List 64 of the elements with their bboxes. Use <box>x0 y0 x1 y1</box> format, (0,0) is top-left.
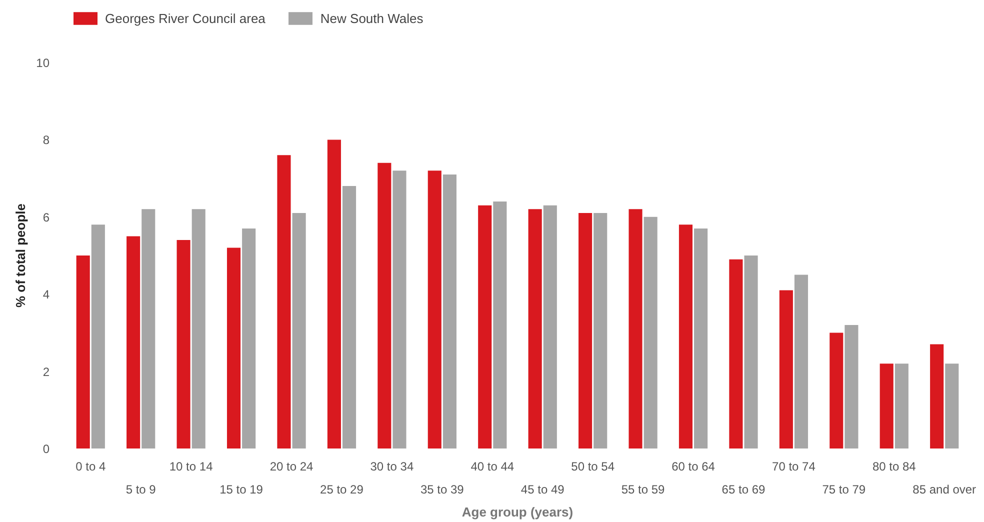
bar <box>844 324 858 448</box>
x-tick-label: 20 to 24 <box>270 460 314 474</box>
bar <box>342 186 356 448</box>
bar <box>76 256 90 448</box>
x-tick-label: 55 to 59 <box>621 482 666 496</box>
bar <box>830 332 844 448</box>
x-tick-label: 50 to 54 <box>571 460 615 474</box>
bar <box>392 170 406 448</box>
y-tick-label: 10 <box>36 56 50 70</box>
x-tick-label: 40 to 44 <box>470 460 514 474</box>
bar <box>694 228 708 448</box>
x-tick-label: 30 to 34 <box>370 460 414 474</box>
x-tick-label: 75 to 79 <box>822 482 866 496</box>
bar <box>277 155 291 448</box>
bar <box>543 205 557 448</box>
bar <box>594 213 608 448</box>
bar <box>478 205 492 448</box>
x-tick-label: 10 to 14 <box>169 460 214 474</box>
y-tick-label: 4 <box>42 288 50 302</box>
x-tick-label: 5 to 9 <box>126 482 156 496</box>
bar <box>880 364 894 448</box>
bar <box>428 170 442 448</box>
bar <box>779 290 793 448</box>
bar <box>578 213 592 448</box>
x-tick-label: 65 to 69 <box>722 482 766 496</box>
bar <box>945 364 959 448</box>
bar <box>644 216 658 448</box>
x-tick-label: 35 to 39 <box>420 482 464 496</box>
bar <box>242 228 256 448</box>
legend-label: New South Wales <box>320 10 424 26</box>
bar <box>894 364 908 448</box>
bar <box>628 209 642 448</box>
legend-label: Georges River Council area <box>105 10 266 26</box>
bar <box>126 236 140 448</box>
x-tick-label: 25 to 29 <box>320 482 364 496</box>
bar <box>192 209 206 448</box>
bar <box>528 209 542 448</box>
bar <box>142 209 156 448</box>
bar <box>378 162 392 448</box>
x-axis-title: Age group (years) <box>462 504 574 520</box>
x-tick-label: 60 to 64 <box>672 460 716 474</box>
bar <box>226 248 241 448</box>
x-tick-label: 45 to 49 <box>520 482 565 496</box>
bar <box>292 213 306 448</box>
bar <box>794 274 808 448</box>
x-tick-label: 70 to 74 <box>772 460 816 474</box>
bar <box>327 140 341 448</box>
bar <box>442 174 456 448</box>
bar <box>729 259 743 448</box>
x-tick-label: 80 to 84 <box>872 460 916 474</box>
y-tick-label: 8 <box>42 133 50 148</box>
x-tick-label: 85 and over <box>912 482 976 496</box>
x-tick-label: 0 to 4 <box>76 460 106 474</box>
y-tick-label: 6 <box>42 210 50 224</box>
bar <box>493 201 507 448</box>
bar <box>91 224 105 448</box>
bar <box>176 240 190 448</box>
x-tick-label: 15 to 19 <box>220 482 264 496</box>
y-tick-label: 2 <box>42 364 50 379</box>
bar <box>930 344 944 448</box>
bar <box>678 224 693 448</box>
bar <box>744 256 758 448</box>
y-tick-label: 0 <box>42 442 50 456</box>
y-axis-title: % of total people <box>13 204 28 308</box>
